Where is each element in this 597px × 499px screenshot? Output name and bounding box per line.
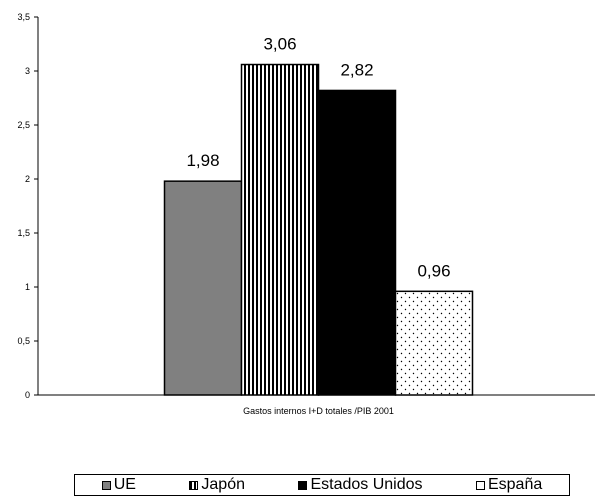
x-category-label: Gastos internos I+D totales /PIB 2001 [243, 406, 394, 416]
legend-label-ue: UE [113, 476, 136, 493]
legend: UE Japón Estados Unidos España [74, 474, 570, 496]
bar-chart: 0 0,5 1 1,5 2 2,5 3 3,5 1,98 3,06 2,82 0,96 Gastos… [17, 12, 595, 416]
bar-espa-a [394, 290, 474, 396]
y-tick-label: 0 [25, 390, 30, 400]
y-tick-label: 0,5 [17, 336, 30, 346]
y-tick-label: 1,5 [17, 228, 30, 238]
legend-label-estados-unidos: Estados Unidos [310, 476, 423, 493]
y-tick-label: 3 [25, 66, 30, 76]
y-tick-label: 2 [25, 174, 30, 184]
legend-item-estados-unidos: Estados Unidos [298, 476, 423, 494]
legend-label-japon: Japón [201, 476, 245, 493]
y-tick-label: 2,5 [17, 120, 30, 130]
y-axis: 0 0,5 1 1,5 2 2,5 3 3,5 [17, 12, 595, 400]
legend-item-espana: España [475, 476, 543, 494]
legend-label-espana: España [487, 476, 543, 493]
legend-item-japon: Japón [189, 476, 245, 494]
data-label-estados-unidos: 2,82 [340, 60, 373, 79]
y-tick-label: 3,5 [17, 12, 30, 22]
data-label-ue: 1,98 [186, 151, 219, 170]
data-labels: 1,98 3,06 2,82 0,96 [186, 35, 450, 281]
bar-ue [163, 180, 243, 396]
data-label-espa-a: 0,96 [417, 261, 450, 280]
legend-swatch-estados-unidos [298, 480, 308, 490]
bar-estados-unidos [317, 89, 397, 396]
legend-swatch-espana [475, 480, 485, 490]
data-label-jap-n: 3,06 [263, 35, 296, 54]
legend-swatch-japon [189, 480, 199, 490]
legend-swatch-ue [101, 480, 111, 490]
y-tick-label: 1 [25, 282, 30, 292]
bar-jap-n [240, 63, 320, 396]
bars [163, 63, 474, 396]
legend-item-ue: UE [101, 476, 136, 494]
